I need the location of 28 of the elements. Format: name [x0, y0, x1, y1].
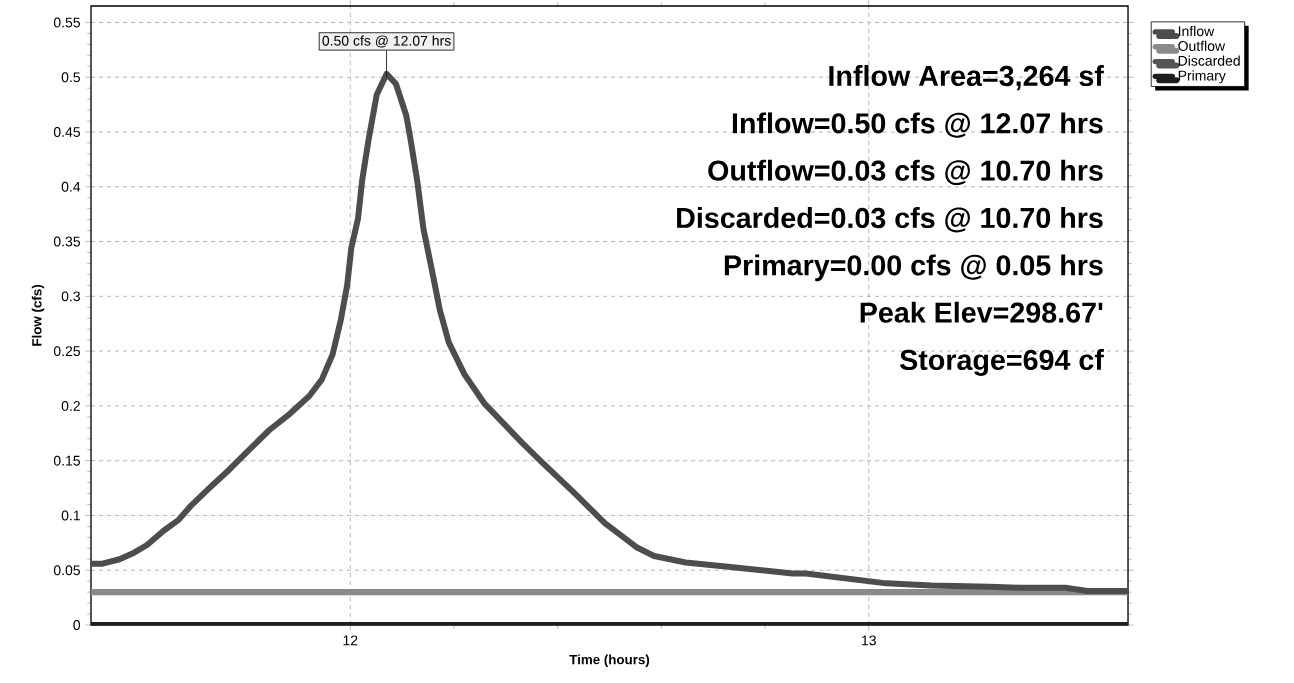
legend-label: Outflow: [1178, 40, 1226, 51]
annotation: Outflow=0.03 cfs @ 10.70 hrs: [708, 159, 1103, 186]
annotation: Inflow=0.50 cfs @ 12.07 hrs: [732, 112, 1103, 138]
annotation: Inflow Area=3,264 sf: [829, 65, 1104, 91]
y-tick-label: 0.35: [53, 236, 81, 247]
y-tick-label: 0.45: [53, 127, 81, 137]
x-tick-label: 13: [862, 635, 876, 646]
annotation: Peak Elev=298.67': [860, 301, 1103, 323]
y-axis-title: Flow (cfs): [31, 285, 45, 346]
x-tick-label: 12: [343, 635, 358, 646]
y-tick-label: 0.55: [53, 17, 81, 28]
y-tick-label: 0.2: [61, 400, 80, 411]
y-tick-label: 0.4: [61, 181, 81, 192]
annotation: Discarded=0.03 cfs @ 10.70 hrs: [677, 207, 1103, 233]
y-tick-label: 0.15: [53, 455, 81, 466]
legend-label: Discarded: [1178, 55, 1240, 66]
y-tick-label: 0.1: [61, 510, 80, 521]
legend-label: Primary: [1178, 70, 1226, 84]
x-axis-title: Time (hours): [569, 654, 650, 667]
y-tick-label: 0.5: [61, 72, 81, 83]
annotation: Primary=0.00 cfs @ 0.05 hrs: [724, 254, 1103, 282]
y-tick-label: 0: [73, 620, 81, 630]
y-tick-label: 0.25: [53, 346, 81, 357]
annotation: Storage=694 cf: [899, 349, 1104, 376]
annotation: 0.50 cfs @ 12.07 hrs: [322, 35, 451, 48]
legend-label: Inflow: [1178, 25, 1215, 37]
y-tick-label: 0.3: [61, 291, 80, 302]
y-tick-label: 0.05: [53, 565, 81, 576]
